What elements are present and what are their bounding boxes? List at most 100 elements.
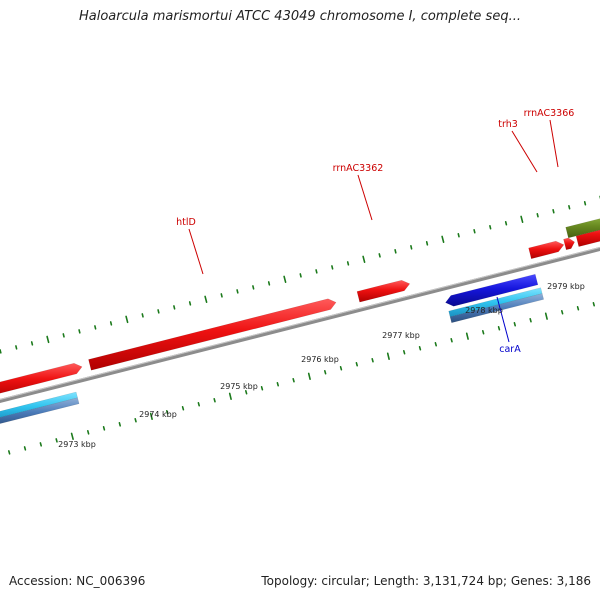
gene-label-trh3[interactable]: trh3 [498, 119, 518, 130]
outer-tick-major [362, 255, 366, 264]
inner-tick-major [544, 312, 548, 320]
inner-tick-minor [497, 325, 501, 331]
outer-tick-minor [236, 289, 239, 294]
callout-line [549, 119, 559, 168]
trna-feature [565, 218, 600, 239]
outer-tick-minor [157, 309, 160, 314]
inner-tick-minor [292, 377, 295, 383]
feature-track [0, 218, 600, 424]
inner-tick-minor [55, 438, 58, 443]
gene-rrnAC3362 [356, 279, 411, 303]
inner-tick-minor [402, 349, 406, 355]
outer-tick-minor [504, 221, 508, 226]
outer-tick-minor [78, 329, 81, 334]
kbp-label: 2976 kbp [301, 355, 339, 364]
outer-tick-minor [267, 281, 271, 286]
inner-tick-minor [260, 385, 264, 391]
outer-tick-minor [378, 253, 381, 258]
kbp-label: 2978 kbp [465, 306, 503, 315]
outer-tick-minor [30, 341, 34, 346]
inner-tick-minor [339, 365, 343, 371]
inner-tick-minor [213, 397, 216, 403]
gene-trh3 [528, 240, 565, 260]
map-title: Haloarcula marismortui ATCC 43049 chromo… [79, 9, 521, 24]
inner-tick-minor [87, 429, 90, 435]
outer-tick-major [125, 315, 129, 324]
inner-tick-minor [39, 442, 43, 447]
kbp-label: 2979 kbp [547, 282, 585, 291]
outer-tick-minor [536, 213, 539, 218]
callout-line [188, 228, 204, 275]
outer-tick-minor [252, 285, 255, 290]
inner-tick-major [465, 332, 469, 340]
outer-tick-minor [220, 293, 223, 298]
inner-tick-major [149, 412, 153, 421]
outer-tick-minor [188, 301, 192, 306]
inner-tick-minor [529, 317, 532, 323]
gene-label-cara[interactable]: carA [499, 344, 521, 355]
inner-tick-minor [197, 401, 200, 407]
outer-tick-minor [315, 269, 318, 274]
gene-forward-small [563, 237, 575, 251]
inner-tick-minor [323, 369, 327, 375]
backbone-track [0, 246, 600, 404]
outer-tick-minor [141, 313, 144, 318]
inner-tick-minor [560, 309, 564, 315]
outer-tick-major [441, 235, 445, 243]
inner-tick-minor [166, 409, 169, 415]
gene-label-rrnac3362[interactable]: rrnAC3362 [333, 163, 384, 174]
outer-tick-minor [457, 233, 460, 238]
outer-tick-minor [173, 305, 176, 310]
inner-tick-minor [576, 305, 580, 311]
outer-tick-minor [0, 349, 2, 354]
inner-tick-minor [23, 446, 27, 451]
inner-tick-minor [181, 405, 185, 411]
outer-tick-minor [552, 209, 555, 214]
callout-line [357, 174, 373, 221]
inner-tick-major [228, 392, 232, 401]
outer-tick-minor [62, 333, 65, 338]
outer-tick-minor [331, 265, 334, 270]
inner-tick-minor [371, 357, 374, 363]
kbp-labels: 2973 kbp 2974 kbp 2975 kbp 2976 kbp 2977 kbp… [58, 282, 585, 449]
outer-tick-minor [425, 241, 429, 246]
inner-tick-minor [513, 321, 517, 327]
backbone-line [0, 246, 600, 404]
rrna-left-steel [0, 397, 80, 424]
outer-tick-minor [109, 321, 113, 326]
outer-tick-major [520, 215, 524, 223]
callout-line [496, 296, 510, 343]
gene-label-rrnac3366[interactable]: rrnAC3366 [524, 108, 575, 119]
gene-rrnAC3366 [575, 229, 600, 247]
inner-tick-minor [418, 345, 422, 351]
rrna-right-steel [449, 293, 545, 324]
inner-tick-minor [450, 337, 453, 343]
outer-tick-track [0, 195, 600, 354]
outer-tick-minor [299, 273, 302, 278]
outer-tick-minor [346, 261, 350, 266]
kbp-label: 2975 kbp [220, 382, 258, 391]
kbp-label: 2977 kbp [382, 331, 420, 340]
inner-tick-major [386, 352, 390, 361]
genome-summary: Topology: circular; Length: 3,131,724 bp… [261, 574, 591, 588]
outer-tick-minor [473, 229, 476, 234]
outer-tick-major [283, 275, 287, 284]
outer-tick-minor [15, 345, 18, 350]
outer-tick-major [204, 295, 208, 304]
inner-tick-minor [355, 361, 359, 367]
inner-tick-minor [245, 389, 248, 395]
inner-tick-minor [118, 421, 121, 427]
kbp-label: 2973 kbp [58, 440, 96, 449]
callout-line [511, 130, 538, 173]
gene-label-htld[interactable]: htlD [176, 217, 196, 228]
gene-callouts: htlD rrnAC3362 trh3 rrnAC3366 carA [176, 108, 574, 355]
inner-tick-minor [481, 329, 485, 335]
outer-tick-minor [94, 325, 97, 330]
inner-tick-major [307, 372, 311, 381]
outer-tick-minor [568, 205, 571, 210]
gene-carA-reverse [445, 273, 539, 307]
inner-tick-minor [592, 301, 596, 307]
inner-tick-minor [8, 450, 11, 455]
outer-tick-minor [410, 245, 413, 250]
